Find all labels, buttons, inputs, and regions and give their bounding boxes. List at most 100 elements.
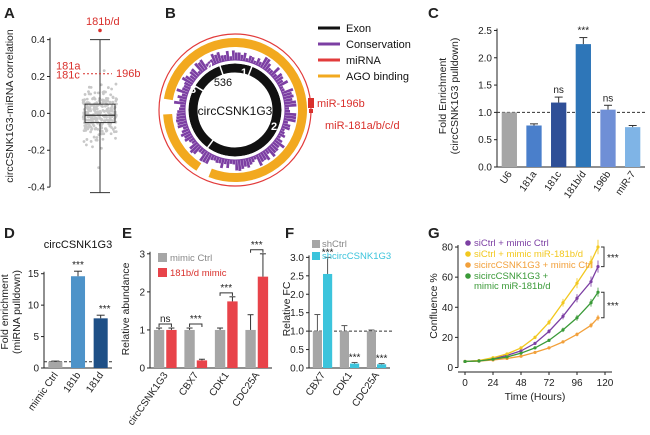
panel-b-conservation-bar — [260, 56, 269, 68]
panel-a-data-point — [87, 109, 91, 113]
panel-b-conservation-bar — [283, 117, 296, 123]
panel-g-data-point — [519, 346, 523, 350]
panel-c-y-tick-label: 0.0 — [478, 163, 492, 174]
panel-g-data-point — [519, 354, 523, 358]
panel-g-data-point — [519, 351, 523, 355]
panel-a-data-point — [89, 140, 93, 143]
panel-f-label: F — [285, 225, 294, 242]
panel-g-data-point — [505, 355, 509, 359]
panel-a-data-point — [91, 96, 95, 100]
panel-b-conservation-bar — [257, 153, 265, 163]
panel-a-data-point — [111, 127, 115, 131]
panel-e-label: E — [122, 225, 132, 242]
panel-a-data-point — [109, 115, 112, 119]
panel-b-conservation-bar — [216, 51, 222, 63]
panel-a-data-point — [97, 166, 100, 169]
panel-b-conservation-bar — [185, 75, 195, 83]
panel-c-x-tick-label: U6 — [498, 169, 515, 186]
panel-b-conservation-bar — [243, 158, 247, 167]
panel-b-conservation-bar — [278, 132, 286, 139]
panel-g-legend-marker — [465, 262, 471, 268]
panel-a-data-point — [94, 138, 98, 142]
panel-b-exon-ring — [188, 63, 282, 157]
panel-b-conservation-bar — [270, 66, 281, 77]
panel-d-significance: *** — [72, 260, 84, 271]
panel-g-significance: *** — [607, 253, 619, 264]
panel-b-conservation-bar — [235, 52, 238, 61]
panel-b-conservation-bar — [245, 158, 251, 168]
panel-g-series-line — [464, 291, 599, 363]
panel-e-significance: *** — [220, 283, 232, 294]
panel-a-data-point — [114, 136, 117, 140]
panel-d-bar — [48, 361, 63, 368]
panel-g-data-point — [505, 352, 509, 356]
panel-a-data-point — [83, 93, 87, 96]
panel-b-exon-label: 4 — [207, 61, 214, 73]
panel-g-data-point — [533, 350, 537, 355]
panel-b-conservation-bar — [281, 87, 294, 95]
panel-g-data-point — [596, 290, 600, 294]
panel-a-data-point — [102, 132, 106, 136]
panel-b-conservation-bar — [210, 53, 217, 65]
panel-c-y-tick-label: 1.5 — [478, 81, 492, 92]
panel-b-conservation-bar — [279, 130, 285, 135]
panel-e-x-tick-label: CBX7 — [177, 370, 201, 398]
panel-f-grouped-bar-chart: Relative FC 0.0 0.5 1.0 1.5 2.0 2.5 3.0 *** CBX7 *… — [281, 239, 392, 409]
panel-b-exon-label: 3 — [190, 84, 196, 96]
panel-a-data-point — [99, 83, 103, 87]
panel-f-legend-label: shcircCSNK1G3 — [322, 251, 391, 262]
panel-d-ylabel-line: Fold enrichment — [0, 274, 11, 349]
panel-e-ylabel-line: Relative abundance — [120, 262, 132, 355]
panel-g-legend-label: siCtrl + mimic Ctrl — [474, 238, 549, 249]
panel-b-mirna-label: miR-181a/b/c/d — [325, 120, 400, 132]
panel-e-significance-bracket — [189, 323, 203, 328]
panel-e-significance: *** — [251, 240, 263, 251]
panel-g-data-point — [519, 349, 523, 353]
panel-e-bar — [227, 301, 238, 368]
panel-g-data-point — [596, 316, 600, 320]
panel-b-conservation-bar — [231, 50, 235, 61]
panel-b-conservation-bar — [183, 132, 192, 139]
panel-a-data-point — [84, 143, 88, 147]
panel-g-data-point — [547, 346, 551, 350]
panel-b-conservation-bar — [188, 137, 195, 143]
panel-f-legend-label: shCtrl — [322, 239, 347, 250]
panel-b-conservation-bar — [219, 158, 225, 169]
panel-b-exon-separator — [194, 85, 204, 92]
panel-b-conservation-bar — [235, 159, 239, 171]
panel-g-data-point — [547, 320, 551, 324]
panel-e-x-tick-label: CDC25A — [231, 370, 263, 409]
panel-b-conservation-bar — [182, 125, 189, 130]
panel-c-x-tick-label: 181c — [543, 169, 564, 193]
panel-b-conservation-bar — [200, 149, 206, 155]
panel-a-data-point — [101, 137, 105, 141]
panel-g-y-tick-label: 20 — [442, 333, 454, 344]
panel-a-data-point — [96, 112, 100, 116]
panel-b-legend-label: AGO binding — [346, 71, 409, 83]
panel-g-data-point — [589, 323, 593, 327]
panel-a-data-point — [85, 138, 89, 141]
panel-e-legend-label: mimic Ctrl — [170, 253, 212, 264]
panel-b-conservation-bar — [264, 63, 272, 71]
panel-b-conservation-bar — [284, 103, 297, 108]
panel-a-data-point — [101, 105, 104, 108]
panel-g-xlabel: Time (Hours) — [505, 391, 566, 403]
panel-c-x-tick-label: 181b/d — [562, 169, 589, 200]
panel-b-conservation-baseline — [184, 59, 286, 161]
panel-g-data-point — [561, 328, 565, 332]
panel-b-conservation-bar — [242, 52, 247, 62]
panel-g-data-point — [589, 260, 593, 264]
panel-g-y-tick-label: 80 — [442, 243, 454, 254]
panel-c-significance: ns — [603, 93, 614, 104]
panel-g-data-point — [589, 280, 593, 284]
panel-g-data-point — [491, 357, 495, 361]
panel-a-annotation: 181a — [56, 60, 81, 72]
panel-b-conservation-bar — [183, 84, 191, 90]
panel-b-conservation-bar — [275, 75, 284, 83]
panel-g-ylabel: Confluence % — [428, 273, 440, 338]
panel-a-data-point — [109, 93, 113, 97]
panel-a-data-point — [111, 101, 115, 105]
panel-b-label: B — [165, 5, 176, 22]
panel-a-data-point — [100, 126, 103, 130]
